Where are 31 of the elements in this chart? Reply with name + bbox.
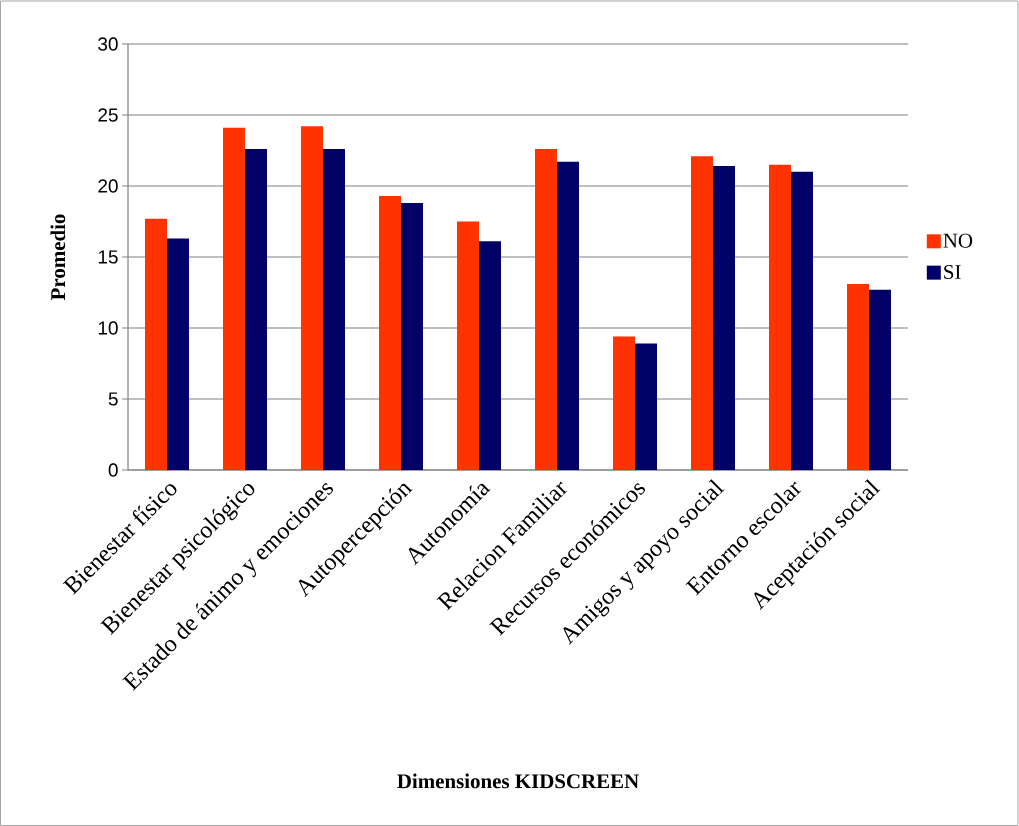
bar	[223, 127, 246, 470]
bar	[691, 156, 714, 470]
y-axis-title: Promedio	[50, 214, 66, 301]
bar	[245, 149, 268, 470]
legend-label: SI	[944, 264, 961, 280]
bar	[791, 171, 814, 470]
y-tick-label: 25	[98, 108, 118, 122]
bar	[323, 149, 346, 470]
bar	[479, 241, 502, 470]
bar	[557, 161, 580, 470]
bar	[401, 203, 424, 470]
bar	[769, 164, 792, 470]
bar	[301, 126, 324, 470]
bar	[145, 218, 168, 470]
bar	[167, 238, 190, 470]
bar	[379, 195, 402, 470]
y-tick-label: 15	[98, 250, 118, 264]
bar	[635, 343, 658, 470]
bar	[713, 166, 736, 470]
legend-label: NO	[943, 233, 973, 248]
y-tick-label: 5	[108, 392, 118, 406]
y-tick-label: 10	[98, 321, 118, 335]
bar	[535, 149, 558, 470]
y-tick-label: 30	[98, 37, 118, 51]
bar	[869, 289, 892, 470]
bar	[457, 221, 480, 470]
y-tick-label: 20	[98, 179, 118, 193]
y-tick-label: 0	[108, 463, 118, 477]
x-axis-title: Dimensiones KIDSCREEN	[397, 773, 639, 789]
bar	[847, 283, 870, 470]
bar	[613, 336, 636, 470]
